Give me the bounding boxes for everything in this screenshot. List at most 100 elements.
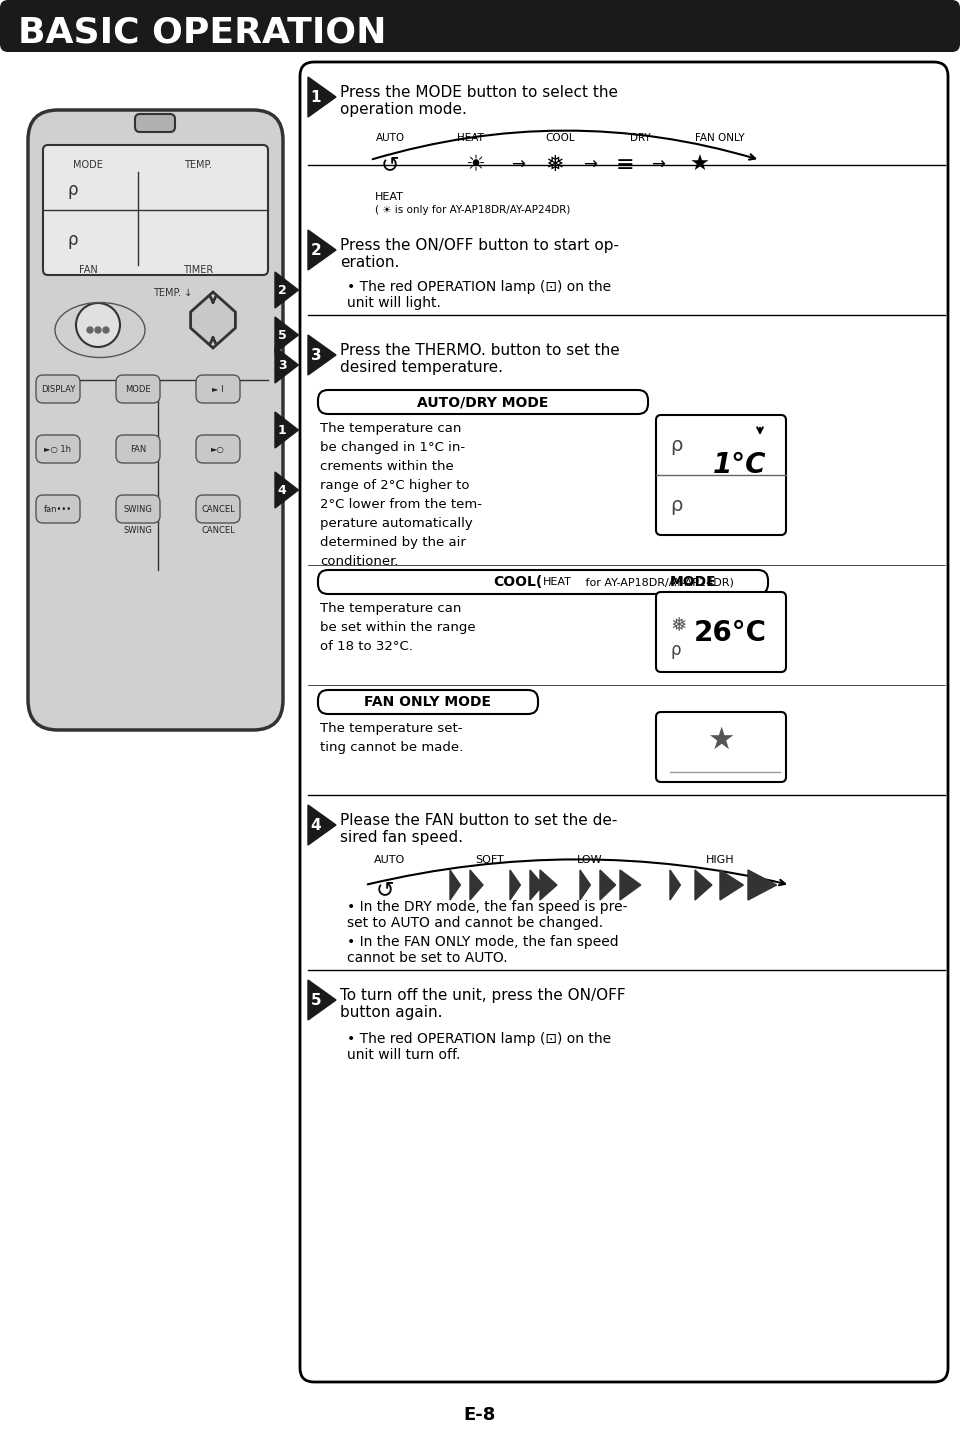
Text: • The red OPERATION lamp (⊡) on the
unit will light.: • The red OPERATION lamp (⊡) on the unit… [347,279,612,310]
Polygon shape [308,77,336,118]
Text: fan•••: fan••• [44,504,72,513]
FancyBboxPatch shape [36,436,80,463]
Text: FAN: FAN [130,444,146,453]
Text: 1°C: 1°C [713,451,767,479]
Polygon shape [308,335,336,375]
FancyBboxPatch shape [36,375,80,403]
Text: 5: 5 [311,993,322,1007]
Circle shape [87,327,93,332]
FancyBboxPatch shape [318,570,768,595]
Polygon shape [600,870,615,900]
Text: SWING: SWING [124,504,153,513]
Text: →: → [511,156,525,173]
Text: 1: 1 [311,89,322,105]
FancyBboxPatch shape [656,712,786,782]
Text: • In the FAN ONLY mode, the fan speed
cannot be set to AUTO.: • In the FAN ONLY mode, the fan speed ca… [347,934,618,966]
FancyBboxPatch shape [36,494,80,523]
Polygon shape [191,292,235,348]
Text: ► I: ► I [212,384,224,394]
Text: ►○ 1h: ►○ 1h [44,444,71,453]
Text: ρ: ρ [670,641,681,659]
Text: TEMP. ↓: TEMP. ↓ [154,288,193,298]
Polygon shape [695,870,712,900]
FancyBboxPatch shape [656,592,786,672]
Text: ρ: ρ [68,231,79,249]
Text: ↺: ↺ [375,880,395,900]
Text: LOW: LOW [577,856,603,866]
FancyBboxPatch shape [116,494,160,523]
Text: E-8: E-8 [464,1406,496,1424]
FancyBboxPatch shape [300,62,948,1381]
Text: DRY: DRY [630,133,650,143]
FancyBboxPatch shape [135,115,175,132]
Text: 2: 2 [277,284,287,297]
Polygon shape [530,870,543,900]
Text: ( ☀ is only for AY-AP18DR/AY-AP24DR): ( ☀ is only for AY-AP18DR/AY-AP24DR) [375,205,570,215]
Text: FAN: FAN [79,265,97,275]
Polygon shape [275,471,299,509]
Text: MODE: MODE [73,160,103,171]
Text: AUTO: AUTO [375,133,404,143]
Circle shape [76,302,120,347]
Circle shape [103,327,109,332]
Text: 5: 5 [277,328,287,341]
Polygon shape [510,870,520,900]
Polygon shape [275,347,299,383]
Polygon shape [308,805,336,845]
Text: CANCEL: CANCEL [202,526,235,535]
Text: • In the DRY mode, the fan speed is pre-
set to AUTO and cannot be changed.: • In the DRY mode, the fan speed is pre-… [347,900,628,930]
Text: →: → [583,156,597,173]
Text: Press the THERMO. button to set the
desired temperature.: Press the THERMO. button to set the desi… [340,342,620,375]
Text: SOFT: SOFT [475,856,504,866]
Text: 2: 2 [311,242,322,258]
FancyBboxPatch shape [196,436,240,463]
Text: 26°C: 26°C [693,619,766,648]
Text: →: → [651,156,665,173]
Text: ≡: ≡ [615,155,635,175]
Text: FAN ONLY MODE: FAN ONLY MODE [365,695,492,709]
Polygon shape [275,413,299,449]
Text: HEAT: HEAT [375,192,404,202]
FancyBboxPatch shape [0,0,960,52]
Text: Press the ON/OFF button to start op-
eration.: Press the ON/OFF button to start op- era… [340,238,619,271]
Text: AUTO/DRY MODE: AUTO/DRY MODE [418,396,549,408]
Text: SWING: SWING [124,526,153,535]
Text: ★: ★ [708,725,734,755]
Polygon shape [540,870,557,900]
Polygon shape [720,870,743,900]
Text: 4: 4 [277,483,287,496]
Text: 3: 3 [311,347,322,363]
Polygon shape [580,870,590,900]
FancyBboxPatch shape [116,436,160,463]
FancyBboxPatch shape [656,416,786,535]
Text: HEAT: HEAT [543,577,572,588]
Text: ↺: ↺ [381,155,399,175]
Polygon shape [450,870,461,900]
Text: TIMER: TIMER [182,265,213,275]
Text: 4: 4 [311,817,322,833]
Text: COOL(: COOL( [493,575,543,589]
Text: HEAT: HEAT [457,133,484,143]
FancyBboxPatch shape [196,494,240,523]
Circle shape [95,327,101,332]
Polygon shape [308,980,336,1020]
Text: DISPLAY: DISPLAY [41,384,75,394]
FancyBboxPatch shape [43,145,268,275]
Text: for AY-AP18DR/AY-AP24DR): for AY-AP18DR/AY-AP24DR) [582,577,733,588]
Polygon shape [748,870,777,900]
Text: CANCEL: CANCEL [202,504,235,513]
Text: To turn off the unit, press the ON/OFF
button again.: To turn off the unit, press the ON/OFF b… [340,987,626,1020]
Text: COOL: COOL [545,133,575,143]
Text: AUTO: AUTO [374,856,406,866]
Text: The temperature can
be changed in 1°C in-
crements within the
range of 2°C highe: The temperature can be changed in 1°C in… [320,421,482,567]
Text: ρ: ρ [68,181,79,199]
FancyBboxPatch shape [318,691,538,714]
Text: MODE: MODE [670,575,716,589]
Text: ρ: ρ [670,496,683,514]
Text: ❅: ❅ [670,616,686,635]
Polygon shape [275,272,299,308]
Polygon shape [470,870,483,900]
Text: ►○: ►○ [211,444,225,453]
Text: HIGH: HIGH [706,856,734,866]
Text: Please the FAN button to set the de-
sired fan speed.: Please the FAN button to set the de- sir… [340,813,617,845]
